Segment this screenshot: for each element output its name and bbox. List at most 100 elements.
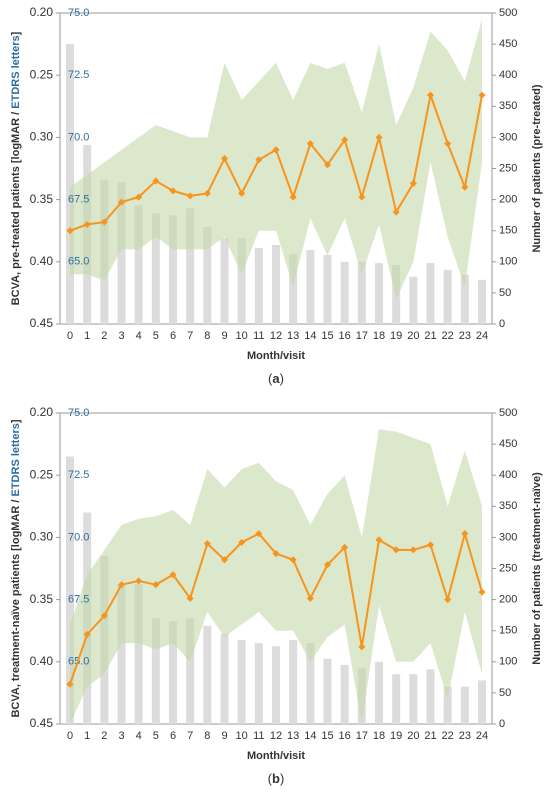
bar — [460, 686, 469, 724]
y-tick-label: 0.30 — [30, 130, 54, 144]
y-tick-label: 0.40 — [30, 254, 54, 268]
point — [186, 192, 194, 200]
x-tick-label: 17 — [356, 730, 368, 742]
bar — [323, 254, 332, 324]
point — [426, 91, 435, 99]
x-tick-label: 18 — [373, 730, 385, 742]
etdrs-tick-label: 67.5 — [68, 194, 89, 206]
x-tick-label: 14 — [304, 330, 316, 342]
etdrs-tick-label: 72.5 — [68, 469, 89, 481]
etdrs-tick-label: 72.5 — [68, 69, 89, 81]
y-label-part: ETDRS letters — [10, 35, 22, 108]
x-tick-label: 6 — [170, 330, 176, 342]
point — [375, 536, 383, 544]
point — [152, 581, 160, 589]
point — [306, 594, 314, 602]
bar — [478, 680, 486, 724]
point — [238, 538, 246, 546]
point — [444, 140, 452, 148]
y-tick-label: 0.35 — [30, 592, 54, 606]
x-tick-label: 19 — [390, 330, 402, 342]
bar — [254, 643, 263, 724]
point — [186, 594, 194, 602]
point — [341, 136, 349, 144]
x-tick-label: 1 — [84, 330, 90, 342]
caption-part: ( — [268, 771, 273, 786]
y-tick-label: 0.45 — [30, 316, 54, 330]
x-tick-label: 12 — [270, 730, 282, 742]
x-tick-label: 5 — [153, 730, 159, 742]
y2-tick-label: 300 — [499, 131, 517, 143]
y2-tick-label: 400 — [499, 469, 517, 481]
x-tick-label: 11 — [253, 730, 264, 742]
x-tick-label: 15 — [321, 330, 333, 342]
y2-axis-label: Number of patients (pre-treated) — [531, 84, 543, 252]
bar — [409, 276, 418, 324]
y2-tick-label: 200 — [499, 594, 517, 606]
point — [272, 146, 280, 154]
y2-tick-label: 150 — [499, 625, 517, 637]
x-tick-label: 2 — [101, 330, 107, 342]
point — [255, 530, 263, 538]
x-tick-label: 4 — [136, 330, 142, 342]
x-tick-label: 10 — [236, 330, 248, 342]
bar — [272, 245, 280, 324]
etdrs-tick-label: 75.0 — [68, 7, 89, 19]
bar — [237, 640, 246, 724]
etdrs-tick-label: 75.0 — [68, 407, 89, 419]
point — [444, 596, 452, 604]
point — [100, 612, 108, 620]
bar — [220, 633, 229, 724]
bar — [306, 249, 315, 324]
point — [392, 546, 400, 554]
point — [169, 571, 177, 579]
x-tick-label: 3 — [118, 730, 124, 742]
x-tick-label: 4 — [136, 730, 142, 742]
x-tick-label: 13 — [287, 730, 299, 742]
point — [83, 630, 91, 638]
point — [375, 133, 383, 141]
y-label-part: ] — [10, 31, 22, 35]
x-tick-label: 8 — [204, 330, 210, 342]
point — [409, 546, 417, 554]
bar — [186, 618, 195, 724]
bar — [203, 226, 212, 324]
bar — [134, 205, 143, 324]
bar — [323, 658, 332, 724]
x-tick-label: 7 — [187, 730, 193, 742]
x-tick-label: 24 — [476, 730, 488, 742]
x-tick-label: 2 — [101, 730, 107, 742]
caption-part: b — [272, 771, 280, 786]
y-axis-label: BCVA, pre-treated patients [logMAR / ETD… — [10, 31, 22, 305]
point — [289, 193, 297, 201]
bar — [478, 279, 486, 324]
point — [203, 189, 211, 197]
point — [220, 556, 229, 564]
point — [238, 189, 246, 197]
point — [220, 155, 229, 163]
caption-part: ) — [280, 771, 284, 786]
x-tick-label: 1 — [84, 730, 90, 742]
sd-band — [70, 19, 482, 300]
etdrs-tick-label: 65.0 — [68, 256, 89, 268]
point — [461, 530, 469, 538]
y-label-part: ETDRS letters — [10, 423, 22, 496]
bar — [237, 238, 246, 324]
x-tick-label: 0 — [67, 330, 73, 342]
x-tick-label: 5 — [153, 330, 159, 342]
y-tick-label: 0.30 — [30, 530, 54, 544]
y-tick-label: 0.25 — [30, 467, 54, 481]
x-tick-label: 18 — [373, 330, 385, 342]
caption-part: ( — [268, 371, 273, 386]
x-tick-label: 16 — [339, 730, 351, 742]
x-tick-label: 21 — [424, 730, 436, 742]
bar — [443, 686, 452, 724]
point — [255, 156, 263, 164]
y-label-part: BCVA, treatment-naïve patients [logMAR / — [10, 496, 22, 717]
bar — [460, 274, 469, 324]
y-tick-label: 0.25 — [30, 67, 54, 81]
bar — [289, 254, 298, 324]
caption-part: ) — [280, 371, 284, 386]
bar — [117, 584, 126, 724]
sd-band — [70, 429, 482, 724]
